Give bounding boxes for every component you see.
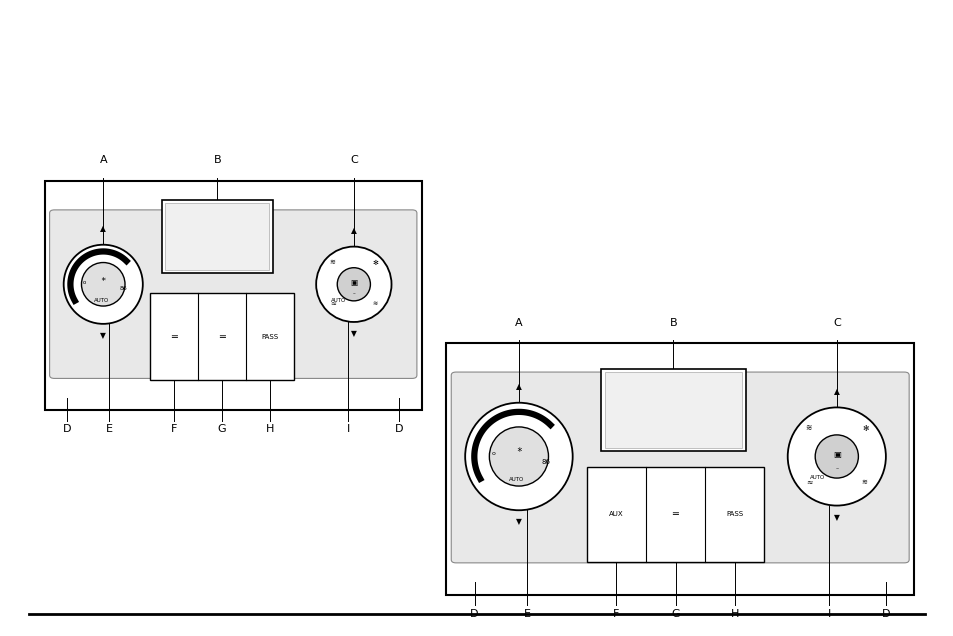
Text: H: H [265,424,274,434]
Ellipse shape [315,247,391,322]
Text: PASS: PASS [725,511,742,517]
Text: D: D [395,424,403,434]
Text: ≋: ≋ [372,301,376,307]
Text: ▲: ▲ [351,226,356,235]
Text: PASS: PASS [261,334,278,340]
Text: o: o [491,452,495,456]
Text: D: D [63,424,71,434]
Text: ✻: ✻ [862,424,867,432]
Text: AUTO: AUTO [508,476,523,481]
Text: AUTO: AUTO [93,298,109,303]
Bar [600,369,745,452]
Text: ≋: ≋ [860,479,866,485]
Text: ▲: ▲ [100,225,106,233]
Text: ≈: ≈ [330,301,335,307]
Text: D: D [881,609,889,619]
FancyBboxPatch shape [451,372,908,563]
Text: ▣: ▣ [350,278,357,287]
Bar [446,343,913,595]
Text: H: H [730,609,739,619]
Text: ▲: ▲ [516,382,521,391]
Text: ▣: ▣ [832,450,840,459]
FancyBboxPatch shape [50,210,416,378]
Text: ▼: ▼ [833,513,839,522]
Text: A: A [99,155,107,165]
Text: F: F [171,424,177,434]
Bar [586,467,763,562]
Ellipse shape [337,268,370,301]
Text: C: C [832,317,840,328]
Text: E: E [523,609,530,619]
Ellipse shape [489,427,548,486]
Text: ≈: ≈ [806,478,812,487]
Text: B: B [669,317,677,328]
Bar [151,293,294,380]
Text: B: B [213,155,221,165]
Ellipse shape [465,403,572,510]
Text: ═: ═ [219,332,225,342]
Text: F: F [613,609,618,619]
Ellipse shape [815,435,858,478]
Text: C: C [350,155,357,165]
Text: ▼: ▼ [351,329,356,338]
Text: ▼: ▼ [100,331,106,340]
Bar [604,371,741,448]
Ellipse shape [64,245,143,324]
Text: *: * [516,447,521,457]
Text: AUTO: AUTO [809,474,824,480]
Text: *: * [100,277,106,286]
Text: ═: ═ [672,509,678,519]
Text: A: A [515,317,522,328]
Text: o: o [83,280,86,285]
Text: ✻: ✻ [373,259,378,265]
Text: ▲: ▲ [833,387,839,396]
Text: –: – [835,466,838,471]
Bar [161,200,273,273]
Text: ═: ═ [172,332,177,342]
Text: AUTO: AUTO [331,298,346,303]
Text: 86: 86 [540,459,550,465]
Text: ≋: ≋ [329,259,335,265]
Text: I: I [346,424,350,434]
Ellipse shape [787,408,885,506]
Text: 86: 86 [119,286,127,291]
Text: AUX: AUX [608,511,623,517]
Text: G: G [671,609,679,619]
Text: I: I [827,609,830,619]
Text: D: D [470,609,478,619]
Text: E: E [106,424,112,434]
Bar [45,181,421,410]
Text: ≋: ≋ [804,424,811,432]
Text: ▼: ▼ [516,517,521,526]
Ellipse shape [81,263,125,306]
Text: G: G [217,424,226,434]
Bar [165,203,269,270]
Text: –: – [352,291,355,296]
